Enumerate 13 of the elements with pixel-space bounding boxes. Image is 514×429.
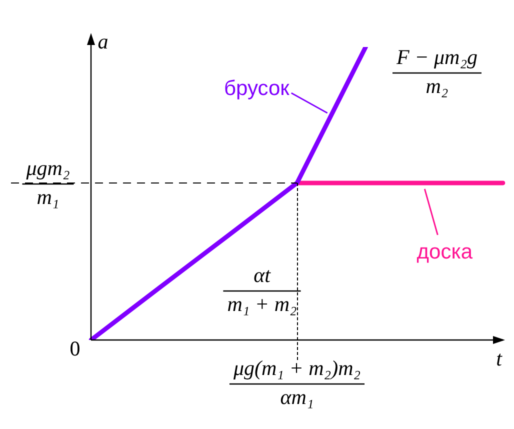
text: αm₁ — [280, 385, 314, 410]
text: μgm₂ — [25, 156, 70, 180]
y-axis-title: a — [98, 30, 108, 54]
text: m₁ — [36, 185, 60, 210]
annotation: m₂ — [426, 74, 448, 98]
x-axis-title: t — [496, 346, 504, 371]
text: доска — [416, 240, 473, 264]
annotation: αt — [254, 263, 272, 288]
legend-label: брусок — [224, 76, 290, 100]
annotation: m₁ + m₂ — [227, 292, 297, 316]
text: μg(m₁ + m₂)m₂ — [232, 356, 361, 380]
text: 0 — [70, 336, 80, 361]
annotation: F − μm₂g — [395, 45, 478, 70]
